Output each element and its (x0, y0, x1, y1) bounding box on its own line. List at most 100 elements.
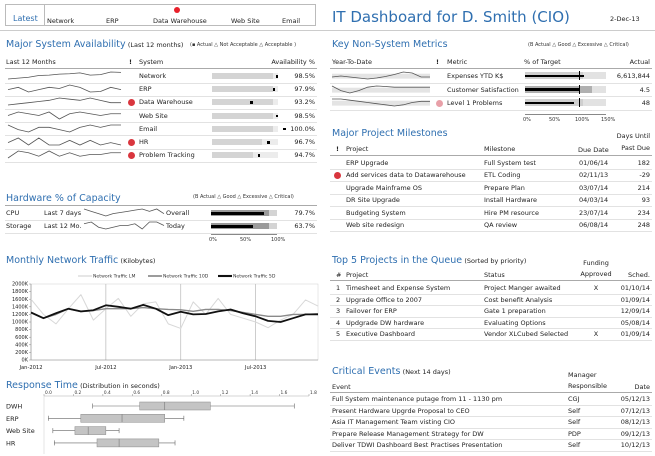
hardware-divider (5, 205, 317, 206)
latest-item-web-site: Web Site (231, 17, 260, 25)
capacity-axis-tick: 50% (240, 237, 252, 243)
y-tick-label: 1800K (12, 289, 29, 295)
milestone-project: DR Site Upgrade (346, 196, 400, 205)
milestone-days: 248 (637, 221, 650, 229)
milestone-name: Full System test (484, 159, 536, 167)
metric-actual-value: 6,613,844 (616, 72, 650, 80)
hardware-resource: Storage (6, 222, 32, 230)
milestone-days: 93 (641, 196, 650, 205)
col-pct-target: % of Target (524, 58, 561, 66)
event-date: 07/12/13 (620, 406, 650, 415)
availability-actual-marker (283, 127, 286, 131)
row-divider (330, 328, 652, 330)
col-past-due: Past Due (621, 144, 650, 152)
milestone-due-date: 04/03/14 (579, 196, 609, 205)
row-divider (330, 316, 652, 318)
col-actual: Actual (629, 58, 650, 66)
milestone-name: QA review (484, 221, 518, 229)
col-project: Project (346, 271, 369, 279)
queue-title: Top 5 Projects in the Queue (332, 255, 463, 266)
availability-bar-acceptable (212, 99, 274, 106)
availability-sparkline (7, 97, 121, 106)
metrics-header-divider (330, 68, 652, 69)
event-manager: Self (568, 406, 581, 415)
header-divider (0, 30, 655, 31)
col-system: System (139, 58, 164, 66)
target-bar-actual (525, 74, 585, 77)
x-tick-label: 1.8 (310, 390, 317, 396)
milestone-due-date: 23/07/14 (579, 208, 609, 217)
row-divider (330, 439, 652, 440)
availability-subtitle: (Last 12 months) (127, 41, 184, 49)
alert-dot-icon (128, 139, 135, 146)
traffic-heading: Monthly Network Traffic (Kilobytes) (6, 255, 155, 266)
queue-status: Gate 1 preparation (484, 307, 546, 316)
box-iqr (80, 414, 165, 423)
row-divider (5, 108, 317, 110)
events-subtitle: (Next 14 days) (402, 368, 451, 376)
x-tick-label: 1.2 (222, 390, 229, 396)
x-tick-label: 0.2 (74, 390, 81, 396)
events-heading: Critical Events (Next 14 days) (332, 366, 451, 377)
response-time-boxplot: 0.0 0.2 0.4 0.6 0.8 1.0 1.2 1.4 1.6 1.8 DWH ERP Web … (6, 390, 317, 454)
hardware-value: 79.7% (294, 209, 315, 217)
row-divider (330, 206, 652, 208)
latest-status-strip: Latest Network ERP Data Warehouse Web Si… (5, 4, 316, 26)
capacity-bar-actual (211, 212, 264, 215)
target-axis-tick: 150% (601, 117, 616, 123)
col-metric: Metric (447, 58, 468, 66)
milestone-project: Upgrade Mainframe OS (346, 183, 422, 192)
x-tick-label: Jan-2013 (168, 365, 192, 371)
availability-bar-acceptable (212, 139, 262, 145)
x-tick-label: 0.8 (163, 390, 170, 396)
row-divider (330, 96, 652, 97)
col-days-until: Days Until (616, 132, 650, 140)
queue-num: 2 (336, 295, 341, 304)
alert-dot-icon (436, 100, 443, 107)
response-title: Response Time (6, 380, 78, 391)
row-divider (5, 232, 317, 234)
availability-sparkline (7, 84, 122, 93)
metrics-heading: Key Non-System Metrics (332, 39, 448, 50)
target-axis-tick: 0% (523, 117, 531, 123)
event-manager: CGJ (568, 395, 580, 403)
box-iqr (74, 426, 107, 435)
latest-item-network: Network (47, 17, 75, 25)
category-label: ERP (6, 415, 19, 423)
col-alert: ! (436, 58, 439, 66)
queue-header-divider (330, 280, 652, 281)
event-name: Present Hardware Upgrde Proposal to CEO (332, 406, 470, 415)
availability-legend: (▪ Actual △ Not Acceptable △ Acceptable … (190, 42, 297, 48)
y-tick-label: 600K (15, 335, 29, 341)
queue-funded: X (593, 284, 599, 292)
metric-sparkline (332, 98, 430, 107)
events-title: Critical Events (332, 366, 401, 377)
availability-actual-marker (275, 114, 279, 118)
queue-project: Failover for ERP (346, 307, 397, 316)
col-funding: Funding (583, 259, 609, 267)
milestones-heading: Major Project Milestones (332, 128, 448, 139)
queue-status: Vendor XLCubed Selected (484, 330, 569, 339)
col-responsible: Responsible (568, 382, 607, 390)
y-tick-label: 800K (15, 327, 29, 333)
divider (44, 5, 45, 25)
system-name: Web Site (139, 111, 168, 120)
capacity-bar-actual (211, 225, 254, 228)
row-divider (5, 219, 317, 221)
event-manager: PDP (568, 429, 581, 438)
hardware-scope: Overall (166, 209, 190, 217)
box-iqr (96, 438, 160, 448)
milestones-title: Major Project Milestones (332, 128, 448, 139)
page-title: IT Dashboard for D. Smith (CIO) (332, 8, 570, 26)
row-divider (330, 193, 652, 195)
hardware-value: 63.7% (294, 222, 315, 230)
queue-num: 3 (336, 307, 341, 316)
availability-value: 98.5% (294, 111, 315, 120)
y-tick-label: 2000K (12, 282, 29, 288)
milestone-due-date: 06/08/14 (579, 221, 609, 229)
event-date: 10/12/13 (620, 441, 650, 449)
event-date: 09/12/13 (620, 429, 650, 438)
queue-num: 5 (336, 330, 341, 339)
col-alert: ! (129, 58, 132, 66)
